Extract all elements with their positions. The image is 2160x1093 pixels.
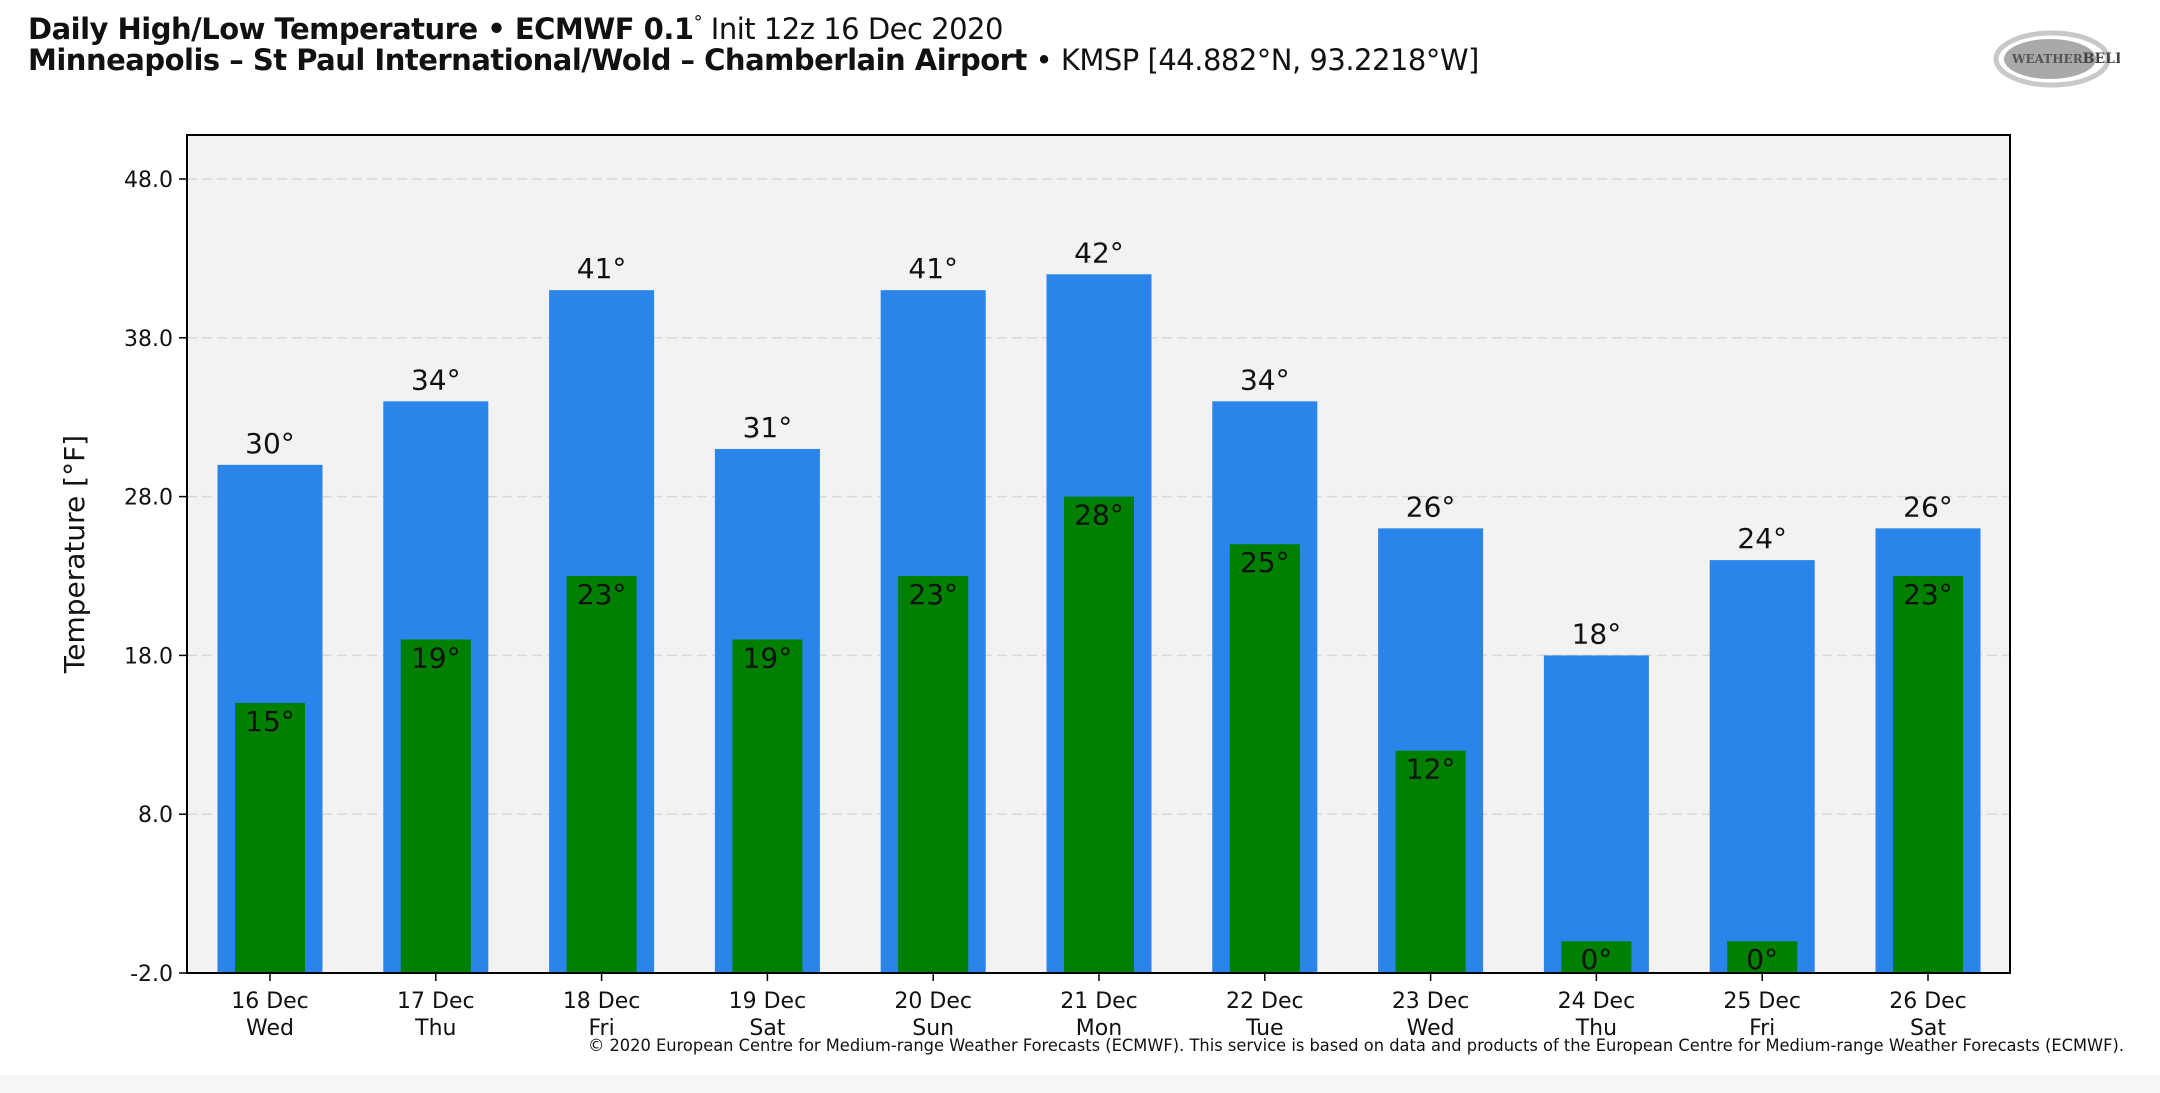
x-tick-label: 23 Dec (1392, 989, 1470, 1014)
x-tick-weekday: Mon (1076, 1016, 1122, 1041)
bottom-strip (0, 1075, 2160, 1093)
x-tick-label: 19 Dec (729, 989, 807, 1014)
weatherbell-logo: WEATHERBELL (1993, 30, 2120, 88)
low-value-label: 0° (1746, 943, 1778, 976)
high-value-label: 41° (908, 252, 958, 285)
low-bar (1893, 576, 1963, 973)
high-value-label: 34° (411, 363, 461, 396)
low-value-label: 23° (577, 578, 627, 611)
x-tick-weekday: Fri (1749, 1016, 1775, 1041)
x-tick-label: 16 Dec (231, 989, 309, 1014)
x-tick-label: 25 Dec (1723, 989, 1801, 1014)
title-model: Daily High/Low Temperature • ECMWF 0.1 (28, 12, 694, 46)
low-bar (400, 639, 471, 973)
x-tick-label: 18 Dec (563, 989, 641, 1014)
x-tick-label: 20 Dec (894, 989, 972, 1014)
chart-title: Daily High/Low Temperature • ECMWF 0.1° … (28, 12, 1003, 46)
low-bar (898, 576, 969, 973)
low-bar (1229, 544, 1300, 973)
low-value-label: 0° (1580, 943, 1612, 976)
title-degree: ° (693, 12, 703, 33)
low-value-label: 12° (1406, 753, 1456, 786)
low-bar (732, 639, 803, 973)
high-value-label: 24° (1737, 522, 1787, 555)
copyright-footer: © 2020 European Centre for Medium-range … (588, 1036, 2124, 1055)
low-value-label: 23° (908, 578, 958, 611)
x-tick-weekday: Wed (246, 1016, 294, 1041)
location-coords: • KMSP [44.882°N, 93.2218°W] (1026, 43, 1480, 77)
low-bar (566, 576, 637, 973)
low-bar (1395, 750, 1466, 973)
svg-text:WEATHERBELL: WEATHERBELL (2011, 51, 2120, 67)
low-value-label: 19° (411, 642, 461, 675)
low-value-label: 15° (245, 705, 295, 738)
high-value-label: 30° (245, 427, 295, 460)
high-value-label: 18° (1572, 617, 1622, 650)
chart-subtitle: Minneapolis – St Paul International/Wold… (28, 43, 1479, 77)
y-tick-label: 28.0 (124, 486, 173, 511)
y-tick-label: 18.0 (124, 644, 173, 669)
title-init: Init 12z 16 Dec 2020 (702, 12, 1004, 46)
low-bar (235, 703, 305, 973)
y-tick-label: 38.0 (124, 327, 173, 352)
high-value-label: 42° (1074, 236, 1124, 269)
y-tick-label: 48.0 (124, 168, 173, 193)
x-tick-label: 22 Dec (1226, 989, 1304, 1014)
x-tick-label: 21 Dec (1060, 989, 1138, 1014)
low-bar (1064, 496, 1134, 973)
high-value-label: 34° (1240, 363, 1290, 396)
high-bar (1709, 560, 1815, 973)
x-tick-label: 24 Dec (1558, 989, 1636, 1014)
x-tick-weekday: Sat (749, 1016, 785, 1041)
x-tick-weekday: Wed (1407, 1016, 1455, 1041)
x-tick-weekday: Thu (414, 1016, 456, 1041)
location-name: Minneapolis – St Paul International/Wold… (28, 43, 1027, 77)
low-bar (1727, 941, 1798, 973)
high-value-label: 26° (1903, 490, 1953, 523)
low-value-label: 19° (743, 642, 793, 675)
x-tick-weekday: Tue (1245, 1016, 1284, 1041)
y-tick-label: 8.0 (138, 803, 173, 828)
high-bar (1543, 655, 1649, 973)
high-value-label: 26° (1406, 490, 1456, 523)
x-tick-weekday: Thu (1575, 1016, 1617, 1041)
x-tick-weekday: Sat (1910, 1016, 1946, 1041)
low-value-label: 28° (1074, 499, 1124, 532)
x-tick-weekday: Fri (588, 1016, 614, 1041)
low-value-label: 25° (1240, 546, 1290, 579)
y-tick-label: -2.0 (130, 962, 173, 987)
y-axis-label: Temperature [°F] (58, 435, 91, 674)
x-tick-label: 26 Dec (1889, 989, 1967, 1014)
low-bar (1561, 941, 1632, 973)
low-value-label: 23° (1903, 578, 1953, 611)
high-value-label: 41° (577, 252, 627, 285)
high-value-label: 31° (743, 411, 793, 444)
x-tick-weekday: Sun (912, 1016, 954, 1041)
x-tick-label: 17 Dec (397, 989, 475, 1014)
